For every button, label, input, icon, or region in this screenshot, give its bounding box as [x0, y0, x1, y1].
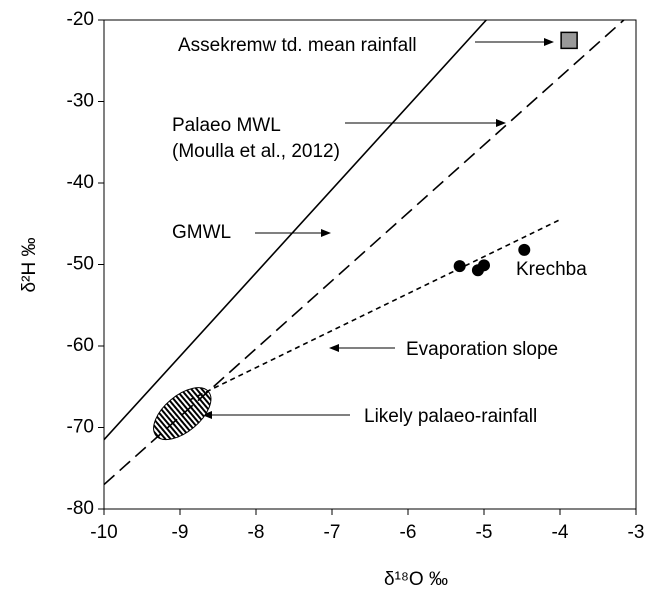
x-tick-label: -4: [552, 522, 569, 543]
annotation: Krechba: [516, 259, 587, 280]
annotation: Assekremw td. mean rainfall: [178, 35, 417, 56]
y-axis-label: δ²H ‰: [19, 238, 40, 293]
y-tick-label: -50: [67, 254, 94, 275]
x-tick-label: -10: [90, 522, 117, 543]
annotation: GMWL: [172, 222, 231, 243]
x-tick-label: -5: [476, 522, 493, 543]
annotation: Evaporation slope: [406, 339, 558, 360]
point: [478, 259, 490, 272]
y-tick-label: -40: [67, 172, 94, 193]
x-tick-label: -7: [324, 522, 341, 543]
x-axis-label: δ¹⁸O ‰: [384, 569, 448, 590]
y-tick-label: -70: [67, 417, 94, 438]
annotation: Palaeo MWL: [172, 115, 281, 136]
y-tick-label: -80: [67, 498, 94, 519]
x-tick-label: -8: [248, 522, 265, 543]
y-tick-label: -60: [67, 335, 94, 356]
y-tick-label: -20: [67, 9, 94, 30]
point: [453, 260, 466, 273]
x-tick-label: -3: [628, 522, 645, 543]
annotation: (Moulla et al., 2012): [172, 141, 340, 162]
line: [104, 20, 487, 441]
line: [104, 20, 625, 486]
line: [189, 218, 561, 401]
y-tick-label: -30: [67, 91, 94, 112]
x-tick-label: -9: [172, 522, 189, 543]
annotation: Likely palaeo-rainfall: [364, 406, 537, 427]
point: [518, 243, 531, 256]
x-tick-label: -6: [400, 522, 417, 543]
point: [560, 31, 578, 50]
annotations: Assekremw td. mean rainfall Palaeo MWL (…: [172, 35, 587, 427]
